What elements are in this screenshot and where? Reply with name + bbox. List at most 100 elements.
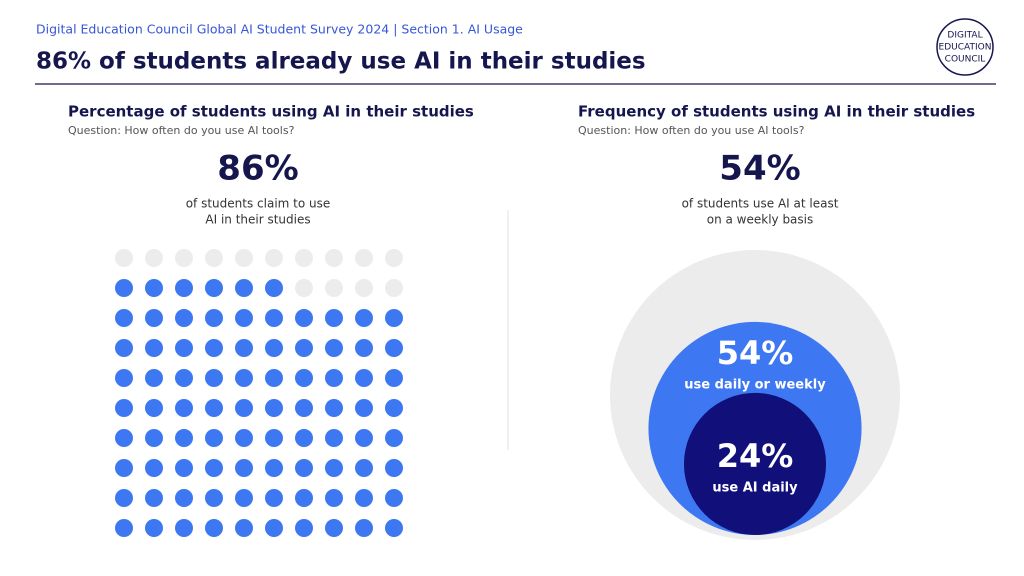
waffle-dot xyxy=(235,369,253,387)
waffle-dot xyxy=(325,369,343,387)
waffle-dot xyxy=(385,339,403,357)
waffle-dot xyxy=(235,459,253,477)
waffle-dot xyxy=(295,519,313,537)
waffle-dot xyxy=(145,369,163,387)
waffle-dot xyxy=(115,429,133,447)
caption: of students use AI at least xyxy=(682,197,839,211)
waffle-empty-dot xyxy=(235,249,253,267)
waffle-dot xyxy=(205,489,223,507)
logo-ring xyxy=(936,18,994,76)
waffle-dot xyxy=(295,459,313,477)
waffle-dot xyxy=(175,339,193,357)
panel-subtitle: Question: How often do you use AI tools? xyxy=(578,124,805,137)
circle-label: use daily or weekly xyxy=(684,378,826,393)
value-label: 24% xyxy=(717,437,794,475)
waffle-empty-dot xyxy=(115,249,133,267)
waffle-dot xyxy=(355,399,373,417)
waffle-dot xyxy=(385,489,403,507)
waffle-dot xyxy=(295,489,313,507)
waffle-dot xyxy=(385,519,403,537)
waffle-dot xyxy=(355,369,373,387)
waffle-dot xyxy=(175,429,193,447)
waffle-dot xyxy=(145,489,163,507)
waffle-dot xyxy=(175,519,193,537)
headline: 54% xyxy=(719,149,800,189)
waffle-dot xyxy=(265,339,283,357)
waffle-dot xyxy=(295,369,313,387)
waffle-dot xyxy=(145,459,163,477)
page-title: 86% of students already use AI in their … xyxy=(36,49,646,75)
waffle-dot xyxy=(115,459,133,477)
waffle-dot xyxy=(355,309,373,327)
waffle-dot xyxy=(205,369,223,387)
waffle-dot xyxy=(385,459,403,477)
waffle-dot xyxy=(205,339,223,357)
waffle-dot xyxy=(235,489,253,507)
waffle-dot xyxy=(205,309,223,327)
kicker: Digital Education Council Global AI Stud… xyxy=(36,22,523,37)
circle xyxy=(683,392,827,535)
waffle-dot xyxy=(355,429,373,447)
waffle-dot xyxy=(385,399,403,417)
waffle-empty-dot xyxy=(295,249,313,267)
waffle-dot xyxy=(145,429,163,447)
waffle-dot xyxy=(235,519,253,537)
waffle-dot xyxy=(325,459,343,477)
waffle-dot xyxy=(265,279,283,297)
waffle-dot xyxy=(115,279,133,297)
caption: AI in their studies xyxy=(205,213,310,227)
headline: 86% xyxy=(217,149,298,189)
waffle-dot xyxy=(235,339,253,357)
waffle-dot xyxy=(205,429,223,447)
waffle-dot xyxy=(145,309,163,327)
waffle-dot xyxy=(325,399,343,417)
waffle-empty-dot xyxy=(325,249,343,267)
waffle-dot xyxy=(265,429,283,447)
waffle-dot xyxy=(235,309,253,327)
waffle-dot xyxy=(145,519,163,537)
waffle-dot xyxy=(235,279,253,297)
waffle-dot xyxy=(385,369,403,387)
waffle-dot xyxy=(205,519,223,537)
waffle-dot xyxy=(205,399,223,417)
waffle-dot xyxy=(295,339,313,357)
waffle-dot xyxy=(325,489,343,507)
waffle-empty-dot xyxy=(385,249,403,267)
waffle-empty-dot xyxy=(385,279,403,297)
caption: of students claim to use xyxy=(186,197,331,211)
waffle-empty-dot xyxy=(145,249,163,267)
waffle-dot xyxy=(115,399,133,417)
waffle-dot xyxy=(355,339,373,357)
waffle-empty-dot xyxy=(265,249,283,267)
waffle-dot xyxy=(115,489,133,507)
waffle-empty-dot xyxy=(205,249,223,267)
waffle-empty-dot xyxy=(355,279,373,297)
waffle-dot xyxy=(205,459,223,477)
waffle-dot xyxy=(115,519,133,537)
waffle-dot xyxy=(325,339,343,357)
waffle-dot xyxy=(295,429,313,447)
waffle-dot xyxy=(265,459,283,477)
waffle-dot xyxy=(385,309,403,327)
waffle-empty-dot xyxy=(175,249,193,267)
logo-text: COUNCIL xyxy=(945,55,986,65)
waffle-empty-dot xyxy=(355,249,373,267)
waffle-dot xyxy=(145,339,163,357)
waffle-dot xyxy=(325,519,343,537)
logo-text: EDUCATION xyxy=(939,43,992,53)
waffle-dot xyxy=(265,399,283,417)
waffle-dot xyxy=(235,429,253,447)
waffle-dot xyxy=(265,489,283,507)
value-label: 54% xyxy=(717,334,794,372)
waffle-empty-dot xyxy=(325,279,343,297)
logo-text: DIGITAL xyxy=(947,31,982,41)
waffle-dot xyxy=(355,489,373,507)
waffle-dot xyxy=(115,369,133,387)
waffle-dot xyxy=(145,399,163,417)
waffle-dot xyxy=(175,459,193,477)
waffle-dot xyxy=(295,309,313,327)
panel-title: Frequency of students using AI in their … xyxy=(578,103,975,121)
waffle-dot xyxy=(355,459,373,477)
waffle-dot xyxy=(265,309,283,327)
